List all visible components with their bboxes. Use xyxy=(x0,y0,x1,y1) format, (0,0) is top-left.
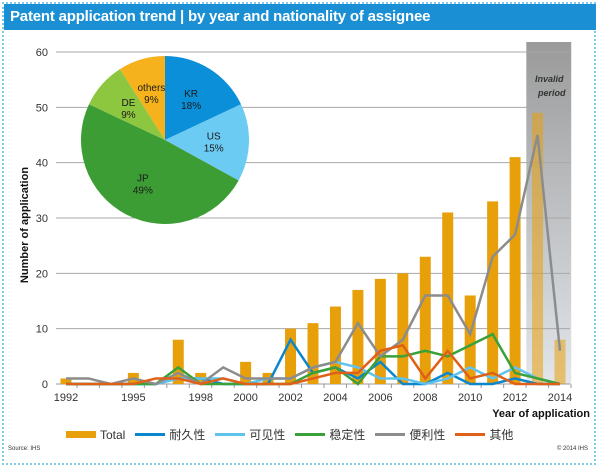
legend-swatch xyxy=(375,433,406,436)
y-axis-title: Number of application xyxy=(19,167,31,283)
bar-total xyxy=(60,378,72,384)
legend-label: 可见性 xyxy=(249,428,286,442)
bar-total xyxy=(374,278,386,384)
bar-total xyxy=(464,295,476,384)
bar-total xyxy=(419,256,431,384)
y-tick-label: 20 xyxy=(36,268,48,280)
source-note: Source: IHS xyxy=(8,446,41,452)
x-tick-label: 2002 xyxy=(278,392,302,404)
x-tick-label: 2012 xyxy=(503,392,527,404)
legend-label: 稳定性 xyxy=(329,428,366,442)
legend-label: 便利性 xyxy=(409,428,446,442)
pie-label: US xyxy=(207,132,221,143)
bar-total xyxy=(172,339,184,384)
x-axis-title: Year of application xyxy=(492,408,590,420)
pie-label: JP xyxy=(137,173,149,184)
legend-label: 其他 xyxy=(489,428,514,442)
pie-slice xyxy=(80,104,239,225)
legend-swatch xyxy=(135,433,166,436)
legend-item: Total xyxy=(66,428,125,442)
line-series xyxy=(66,343,560,386)
x-tick-label: 2004 xyxy=(323,392,347,404)
bar-total xyxy=(285,328,297,384)
bar-total xyxy=(352,289,364,384)
pie-slice xyxy=(165,104,250,181)
legend-item: 便利性 xyxy=(375,426,445,443)
bar-total xyxy=(532,112,544,384)
x-tick-label: 2010 xyxy=(458,392,482,404)
bar-total xyxy=(240,361,252,384)
pie-label: others xyxy=(138,83,166,94)
x-tick-label: 1992 xyxy=(54,392,78,404)
invalid-period-label-line2: period xyxy=(537,88,566,98)
legend: Total 耐久性 可见性 稳定性 便利性 其他 xyxy=(66,426,523,443)
x-tick-label: 1998 xyxy=(188,392,212,404)
legend-label: Total xyxy=(100,427,126,442)
y-tick-label: 30 xyxy=(36,213,48,225)
x-tick-label: 2008 xyxy=(413,392,437,404)
legend-swatch xyxy=(66,431,96,438)
bar-total xyxy=(554,339,566,384)
pie-label: KR xyxy=(184,89,198,100)
pie-slice xyxy=(119,56,165,140)
legend-swatch xyxy=(215,433,246,436)
x-tick-label: 2000 xyxy=(233,392,257,404)
chart-frame xyxy=(2,2,596,465)
legend-item: 耐久性 xyxy=(135,426,205,443)
legend-label: 耐久性 xyxy=(169,428,206,442)
pie-slice xyxy=(88,69,165,140)
legend-swatch xyxy=(295,433,326,436)
copyright-note: © 2014 IHS xyxy=(556,446,588,452)
bar-total xyxy=(329,306,341,384)
pie-slice xyxy=(165,56,242,140)
y-tick-label: 40 xyxy=(36,158,48,170)
bar-total xyxy=(509,157,521,384)
y-tick-label: 60 xyxy=(36,47,48,59)
legend-item: 稳定性 xyxy=(295,426,365,443)
invalid-period-label-line1: Invalid xyxy=(535,74,564,84)
pie-label: DE xyxy=(122,98,136,109)
y-tick-label: 50 xyxy=(36,102,48,114)
y-tick-label: 0 xyxy=(42,379,48,391)
pie-value-label: 9% xyxy=(144,95,159,106)
pie-value-label: 18% xyxy=(181,101,201,112)
bar-total xyxy=(397,273,409,384)
x-tick-label: 2006 xyxy=(368,392,392,404)
line-series xyxy=(66,332,561,386)
chart-title: Patent application trend | by year and n… xyxy=(4,4,596,30)
pie-value-label: 9% xyxy=(121,110,136,121)
bar-total xyxy=(442,212,454,384)
y-tick-label: 10 xyxy=(36,324,48,336)
bar-total xyxy=(487,201,499,384)
legend-item: 其他 xyxy=(455,426,513,443)
bar-total xyxy=(307,323,319,384)
legend-item: 可见性 xyxy=(215,426,285,443)
legend-swatch xyxy=(455,433,486,436)
line-series xyxy=(66,134,562,386)
pie-value-label: 15% xyxy=(204,144,224,155)
pie-value-label: 49% xyxy=(133,185,153,196)
x-tick-label: 2014 xyxy=(548,392,572,404)
x-tick-label: 1995 xyxy=(121,392,145,404)
